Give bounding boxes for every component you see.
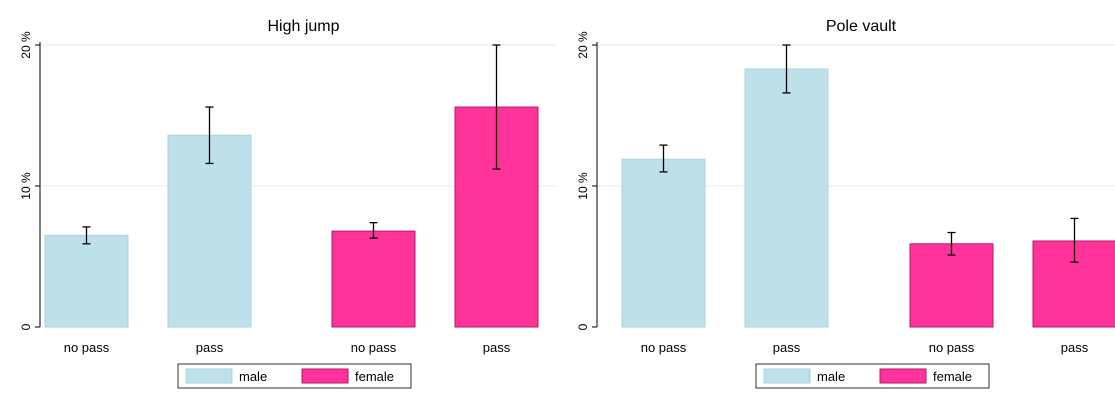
panel-1-legend-label-male: male [239,369,267,384]
panel-1-ytick-label: 20 % [19,31,33,59]
panel-1-category-label: pass [483,340,511,355]
panel-2-legend-swatch-female [879,368,927,384]
panel-2-ytick-label: 20 % [576,31,590,59]
panel-1-category-label: pass [196,340,224,355]
panel-1-title: High jump [267,18,339,35]
panel-1-ytick-label: 10 % [19,172,33,200]
panel-2-bar-male-no-pass [621,158,706,328]
panel-2-legend-label-female: female [933,369,972,384]
panel-2-bar-male-pass [744,68,829,328]
panel-2-category-label: pass [773,340,801,355]
panel-2-ytick-label: 0 [576,323,590,330]
panel-2-legend-label-male: male [817,369,845,384]
panel-2-legend-swatch-male [763,368,811,384]
panel-1-bar-female-no-pass [331,230,416,328]
panel-1-legend-label-female: female [355,369,394,384]
panel-1-legend-swatch-male [185,368,233,384]
panel-2-category-label: no pass [929,340,975,355]
panel-1-legend-swatch-female [301,368,349,384]
panel-1-category-label: no pass [351,340,397,355]
panel-1-category-label: no pass [64,340,110,355]
panel-1-bar-male-pass [167,134,252,328]
panel-2-category-label: no pass [641,340,687,355]
panel-2-ytick-label: 10 % [576,172,590,200]
panel-2-bar-female-no-pass [909,243,994,328]
panel-1-bar-male-no-pass [44,234,129,328]
panel-2-category-label: pass [1061,340,1089,355]
panel-2-title: Pole vault [826,18,897,35]
panel-1-ytick-label: 0 [19,323,33,330]
